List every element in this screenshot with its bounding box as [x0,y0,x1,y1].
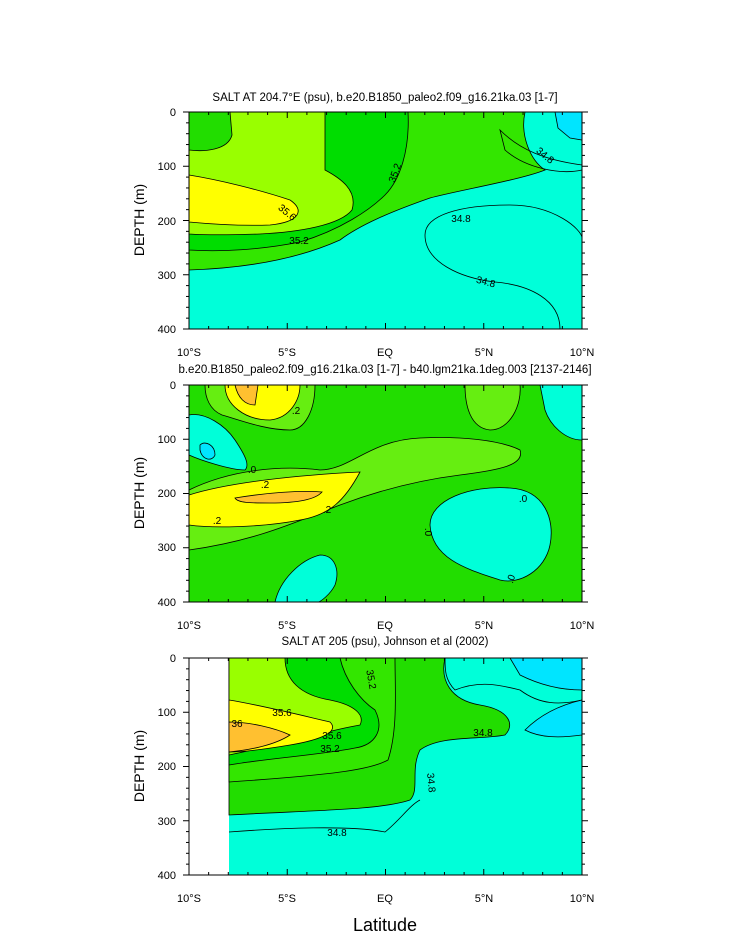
panel-1-xtick: 10°N [570,347,595,359]
panel-2-ytick: 100 [158,434,176,446]
panel-3-ytick: 100 [158,707,176,719]
panel-3-ytick: 300 [158,816,176,828]
panel-2-contour-label: .2 [261,480,270,491]
panel-1-ylabel: DEPTH (m) [131,184,147,256]
panel-3-contour-label: 35.6 [272,708,292,719]
panel-2-ylabel: DEPTH (m) [131,457,147,529]
panel-2-contour-label: .0 [422,528,433,537]
panel-1-ytick: 0 [170,107,176,119]
panel-1-contour-label: 34.8 [451,214,471,225]
panel-2-region-lightcyan [199,442,216,460]
panel-1-yticks: 0 100 200 300 400 [158,107,176,336]
panel-1-xtick: 5°N [475,347,494,359]
panel-2: b.e20.B1850_paleo2.f09_g16.21ka.03 [1-7]… [131,364,594,632]
panel-2-region-orange [234,490,323,504]
panel-1-xticks: 10°S 5°S EQ 5°N 10°N [177,347,594,359]
panel-3-contour-label: 36 [231,719,243,730]
panel-3-contour-label: 34.8 [473,728,493,739]
panel-2-tickmarks [183,384,588,603]
panel-2-region-cyan [274,554,338,603]
panel-2-region-cyan [429,487,552,582]
panel-3-ytick: 200 [158,761,176,773]
panel-1-contour-label: 34.8 [475,275,497,291]
panel-1-ytick: 400 [158,324,176,336]
panel-1-ytick: 100 [158,161,176,173]
panel-2-ytick: 200 [158,488,176,500]
x-axis-label: Latitude [353,915,417,935]
panel-2-title: b.e20.B1850_paleo2.f09_g16.21ka.03 [1-7]… [178,364,591,376]
panel-2-xtick: 5°N [475,620,494,632]
panel-2-contour-label: .2 [323,505,332,516]
panel-2-region-orange [234,384,259,406]
panel-3-contour-label: 34.8 [424,773,437,794]
panel-3-title: SALT AT 205 (psu), Johnson et al (2002) [282,636,489,648]
panel-3-xtick: 5°S [278,893,296,905]
panel-2-xtick: 10°S [177,620,201,632]
panel-3-contour-label: 35.6 [322,731,342,742]
panel-3-xtick: 10°N [570,893,595,905]
panel-3-ylabel: DEPTH (m) [131,730,147,802]
panel-1-ytick: 300 [158,270,176,282]
panel-2-xticks: 10°S 5°S EQ 5°N 10°N [177,620,594,632]
panel-3-xtick: 10°S [177,893,201,905]
panel-1-ytick: 200 [158,216,176,228]
panel-3-ytick: 400 [158,870,176,882]
panel-2-contour-label: .0 [519,494,528,505]
panel-2-contour-label: .0 [248,465,257,476]
panel-2-xtick: 10°N [570,620,595,632]
panel-3-contour-label: 34.8 [327,828,347,839]
panel-2-xtick: EQ [377,620,393,632]
panel-2-ytick: 400 [158,597,176,609]
panel-3-xtick: 5°N [475,893,494,905]
panel-1-xtick: 10°S [177,347,201,359]
panel-3-yticks: 0 100 200 300 400 [158,653,176,882]
panel-3-region-orange [228,721,291,753]
panel-3-contour-34-8 [228,799,421,833]
panel-1-xtick: EQ [377,347,393,359]
panel-2-contour-label: .2 [213,516,222,527]
panel-3-xtick: EQ [377,893,393,905]
panel-2-xtick: 5°S [278,620,296,632]
panel-3-xticks: 10°S 5°S EQ 5°N 10°N [177,893,594,905]
panel-2-ytick: 0 [170,380,176,392]
panel-3: SALT AT 205 (psu), Johnson et al (2002) … [131,636,594,935]
panel-2-region-lightgreen [464,384,521,431]
panel-1: SALT AT 204.7°E (psu), b.e20.B1850_paleo… [131,92,594,359]
panel-1-title: SALT AT 204.7°E (psu), b.e20.B1850_paleo… [212,92,557,104]
panel-1-xtick: 5°S [278,347,296,359]
panel-1-tickmarks [183,111,588,330]
panel-1-region-yellow [188,174,299,226]
panel-3-contour-label: 35.2 [320,744,340,755]
panel-3-ytick: 0 [170,653,176,665]
panel-2-yticks: 0 100 200 300 400 [158,380,176,609]
panel-2-contour-label: .2 [292,406,301,417]
panel-3-tickmarks [183,657,588,876]
panel-2-ytick: 300 [158,542,176,554]
panel-1-contour-label: 35.2 [289,236,309,247]
panel-3-contour-label: 35.2 [363,669,377,691]
